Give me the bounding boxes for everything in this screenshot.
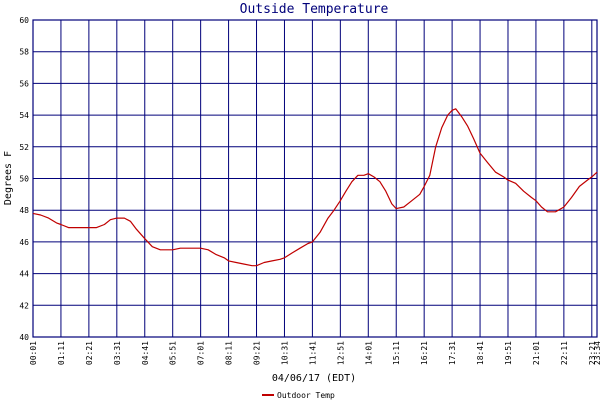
grid — [32, 19, 598, 338]
y-tick-label: 44 — [19, 270, 29, 279]
y-tick-label: 54 — [19, 111, 29, 120]
y-axis-ticks: 40 42 44 46 48 50 52 54 56 58 60 — [19, 16, 29, 342]
x-tick-label: 08:11 — [225, 341, 234, 365]
x-tick-label: 03:31 — [113, 341, 122, 365]
x-tick-label: 00:01 — [29, 341, 38, 365]
y-tick-label: 46 — [19, 238, 29, 247]
y-tick-label: 42 — [19, 301, 29, 310]
x-axis-label: 04/06/17 (EDT) — [272, 373, 356, 384]
legend: Outdoor Temp — [262, 391, 335, 400]
series-layer — [32, 108, 598, 267]
x-tick-label: 09:21 — [253, 341, 262, 365]
y-tick-label: 52 — [19, 143, 29, 152]
x-tick-label: 12:51 — [336, 341, 345, 365]
y-tick-label: 58 — [19, 48, 29, 57]
y-tick-label: 56 — [19, 79, 29, 88]
x-tick-label: 21:01 — [532, 341, 541, 365]
legend-label-outdoor-temp: Outdoor Temp — [277, 391, 335, 400]
x-tick-label: 17:31 — [448, 341, 457, 365]
y-tick-label: 50 — [19, 175, 29, 184]
x-tick-label: 02:21 — [85, 341, 94, 365]
x-tick-label: 22:11 — [560, 341, 569, 365]
x-tick-label: 16:21 — [420, 341, 429, 365]
x-tick-label: 07:01 — [197, 341, 206, 365]
x-tick-label: 01:11 — [57, 341, 66, 365]
y-axis-label: Degrees F — [3, 151, 14, 205]
series-line-outdoor-temp — [32, 108, 598, 267]
x-tick-label: 10:31 — [280, 341, 289, 365]
x-tick-label: 15:11 — [392, 341, 401, 365]
x-axis-ticks: 00:01 01:11 02:21 03:31 04:41 05:51 07:01 08:11… — [29, 341, 600, 365]
y-tick-label: 40 — [19, 333, 29, 342]
x-tick-label: 11:41 — [308, 341, 317, 365]
x-tick-label: 05:51 — [169, 341, 178, 365]
x-tick-label: 18:41 — [476, 341, 485, 365]
y-tick-label: 60 — [19, 16, 29, 25]
chart-title: Outside Temperature — [240, 2, 389, 17]
plot-frame — [32, 19, 598, 338]
x-tick-label: 23:21 — [588, 341, 597, 365]
x-tick-label: 19:51 — [504, 341, 513, 365]
x-tick-label: 23:34 — [593, 341, 600, 365]
x-tick-label: 14:01 — [364, 341, 373, 365]
y-tick-label: 48 — [19, 206, 29, 215]
x-tick-label: 04:41 — [141, 341, 150, 365]
